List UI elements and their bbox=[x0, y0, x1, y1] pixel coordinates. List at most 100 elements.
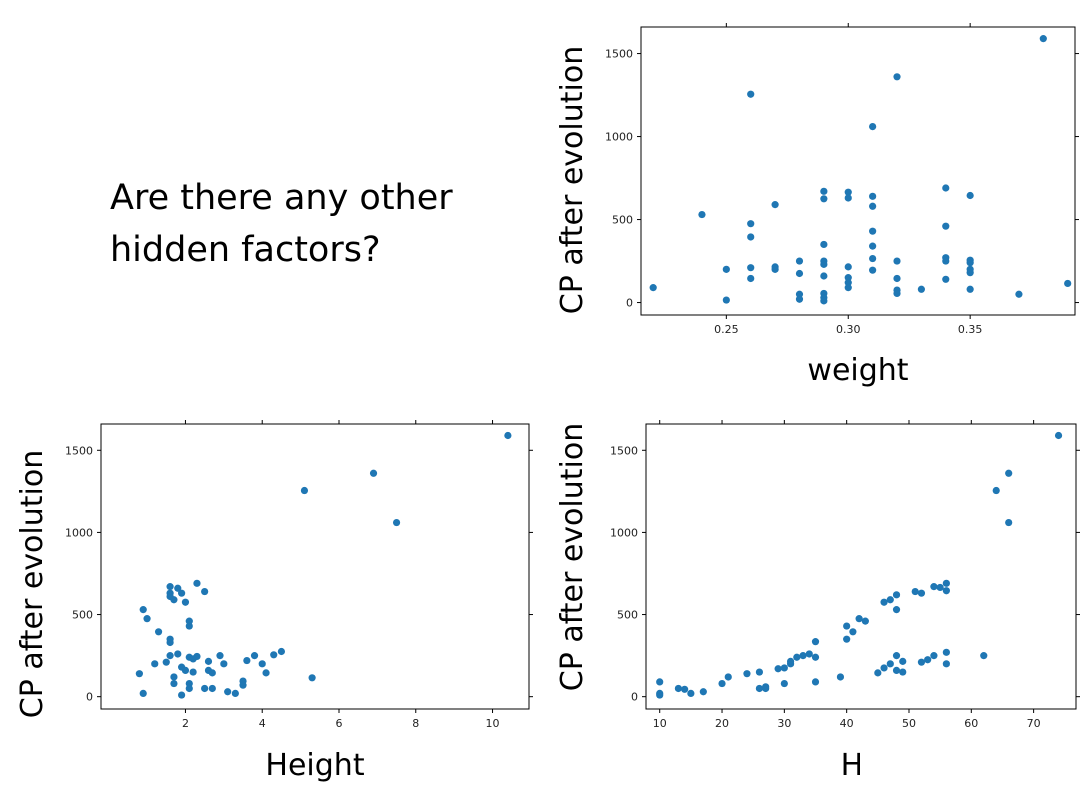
data-point bbox=[139, 606, 147, 614]
overlay-patch bbox=[860, 750, 1080, 790]
data-point bbox=[942, 257, 950, 265]
data-point bbox=[189, 668, 197, 676]
data-point bbox=[844, 263, 852, 271]
data-point bbox=[820, 260, 828, 268]
x-tick-label: 30 bbox=[777, 717, 791, 730]
data-point bbox=[942, 587, 950, 595]
data-point bbox=[811, 653, 820, 661]
data-point bbox=[185, 622, 193, 630]
data-point bbox=[844, 188, 852, 196]
data-point bbox=[886, 596, 894, 604]
data-point bbox=[718, 679, 726, 688]
data-point bbox=[917, 285, 925, 293]
data-point bbox=[262, 669, 270, 677]
data-point bbox=[139, 689, 147, 697]
data-point bbox=[936, 583, 944, 592]
data-point bbox=[811, 678, 820, 686]
data-point bbox=[780, 664, 788, 672]
y-tick-label: 0 bbox=[626, 297, 633, 310]
data-point bbox=[277, 647, 286, 656]
data-point bbox=[656, 691, 664, 699]
data-point bbox=[992, 486, 1000, 495]
data-point bbox=[204, 657, 213, 665]
data-point bbox=[942, 222, 950, 230]
y-axis-label: CP after evolution bbox=[555, 46, 590, 314]
data-point bbox=[747, 233, 755, 241]
data-point bbox=[369, 469, 378, 477]
x-tick-label: 0.35 bbox=[958, 323, 983, 336]
question-line-2: hidden factors? bbox=[110, 230, 381, 270]
data-point bbox=[899, 668, 907, 676]
data-point bbox=[844, 194, 852, 202]
slide-question: Are there any other hidden factors? bbox=[110, 172, 453, 276]
data-point bbox=[966, 285, 974, 293]
data-point bbox=[656, 678, 664, 686]
plot-frame bbox=[100, 423, 530, 710]
data-point bbox=[892, 652, 901, 660]
data-point bbox=[1005, 518, 1013, 527]
question-line-1: Are there any other bbox=[110, 178, 453, 218]
data-point bbox=[698, 210, 706, 219]
data-point bbox=[917, 658, 926, 666]
data-point bbox=[966, 259, 974, 267]
data-point bbox=[1015, 290, 1023, 298]
data-point bbox=[855, 615, 863, 623]
weight-scatter-chart: 0.25 0.30 0.35 0 500 1000 1500 weight CP after e… bbox=[555, 23, 1079, 388]
data-point bbox=[722, 265, 730, 273]
y-tick-label: 500 bbox=[72, 609, 93, 622]
data-point bbox=[893, 73, 901, 81]
data-point bbox=[178, 691, 186, 699]
data-point bbox=[135, 670, 143, 678]
data-point bbox=[869, 227, 877, 235]
x-tick-label: 10 bbox=[486, 717, 500, 730]
data-point bbox=[174, 650, 182, 658]
data-point bbox=[880, 664, 888, 672]
x-axis-label: weight bbox=[807, 353, 908, 388]
data-point bbox=[193, 652, 201, 661]
data-point bbox=[258, 660, 266, 668]
data-point bbox=[504, 431, 512, 440]
x-tick-label: 40 bbox=[840, 717, 854, 730]
x-tick-label: 0.30 bbox=[836, 323, 861, 336]
x-tick-label: 50 bbox=[902, 717, 916, 730]
data-point bbox=[166, 638, 174, 647]
data-point bbox=[820, 195, 828, 203]
data-point bbox=[747, 90, 755, 98]
data-point bbox=[250, 652, 259, 660]
data-point bbox=[795, 269, 804, 278]
data-point bbox=[201, 684, 209, 693]
data-point bbox=[805, 650, 813, 658]
data-point bbox=[771, 265, 779, 273]
data-point bbox=[308, 674, 316, 682]
x-axis-label: Height bbox=[265, 748, 364, 783]
height-scatter-chart: 2 4 6 8 10 0 500 1000 1500 Height CP after evoluti… bbox=[15, 420, 533, 783]
data-point bbox=[980, 652, 988, 660]
data-point bbox=[239, 681, 247, 689]
y-tick-label: 1000 bbox=[605, 131, 633, 144]
y-tick-label: 1000 bbox=[610, 526, 638, 539]
data-point bbox=[185, 617, 193, 625]
data-point bbox=[185, 684, 193, 693]
data-point bbox=[1039, 35, 1047, 43]
data-point bbox=[942, 275, 950, 283]
y-tick-label: 0 bbox=[86, 691, 93, 704]
x-tick-label: 20 bbox=[715, 717, 729, 730]
data-point bbox=[880, 598, 888, 606]
data-point bbox=[892, 606, 901, 614]
data-point bbox=[942, 660, 950, 668]
x-tick-label: 6 bbox=[335, 717, 342, 730]
data-point bbox=[185, 679, 193, 688]
data-point bbox=[243, 656, 251, 665]
y-tick-label: 1500 bbox=[605, 48, 633, 61]
data-point bbox=[201, 587, 209, 596]
data-point bbox=[170, 679, 178, 688]
data-point bbox=[774, 665, 782, 673]
data-point bbox=[924, 656, 932, 664]
data-point bbox=[747, 264, 755, 272]
data-point bbox=[869, 122, 877, 131]
data-point bbox=[966, 191, 974, 200]
data-point bbox=[178, 589, 186, 597]
data-point bbox=[892, 666, 901, 674]
data-point bbox=[687, 689, 695, 697]
